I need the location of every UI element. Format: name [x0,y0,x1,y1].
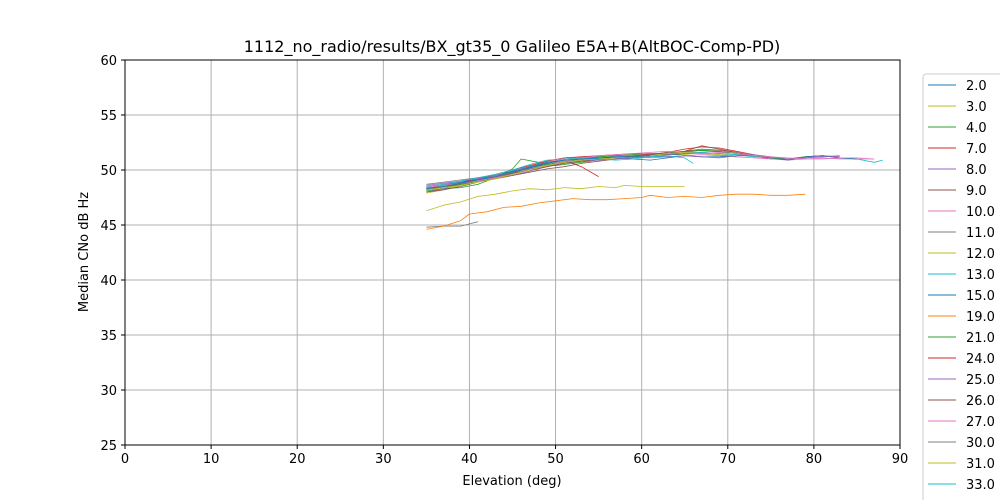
series-line-11.0 [426,221,479,228]
legend-label: 2.0 [966,79,987,94]
legend-label: 31.0 [966,457,995,472]
legend-label: 10.0 [966,205,995,220]
series-line-12.0 [426,184,685,212]
plot-area: 0 10 20 30 40 50 60 70 80 90 25 30 35 40 45 50 55 60 [100,54,908,467]
y-tick-label: 40 [100,274,117,289]
legend-label: 24.0 [966,352,995,367]
legend-label: 33.0 [966,478,995,493]
legend: 2.0 3.0 4.0 7.0 8.0 9.0 10.0 11.0 12.0 13.0 15.0 19… [922,73,1000,500]
series-line-31.0 [426,151,737,191]
y-axis-ticks: 25 30 35 40 45 50 55 60 [100,54,125,454]
legend-label: 21.0 [966,331,995,346]
plot-frame [124,59,901,446]
y-tick-label: 55 [100,109,117,124]
x-tick-label: 30 [375,452,392,467]
x-tick-label: 70 [720,452,737,467]
series-lines [426,145,883,230]
legend-label: 11.0 [966,226,995,241]
legend-label: 25.0 [966,373,995,388]
series-line-27.0 [426,150,875,188]
chart-title: 1112_no_radio/results/BX_gt35_0 Galileo … [244,37,781,57]
series-line-19.0 [426,193,806,230]
y-tick-label: 45 [100,219,117,234]
legend-label: 12.0 [966,247,995,262]
y-axis-label: Median CNo dB Hz [77,192,92,312]
legend-label: 26.0 [966,394,995,409]
x-tick-label: 80 [806,452,823,467]
legend-frame [922,73,1000,500]
x-tick-label: 50 [547,452,564,467]
legend-label: 9.0 [966,184,987,199]
y-tick-label: 60 [100,54,117,69]
x-tick-label: 40 [461,452,478,467]
x-tick-label: 60 [633,452,650,467]
y-tick-label: 50 [100,164,117,179]
x-tick-label: 10 [203,452,220,467]
legend-label: 15.0 [966,289,995,304]
x-tick-label: 90 [892,452,909,467]
x-tick-label: 20 [289,452,306,467]
legend-label: 30.0 [966,436,995,451]
x-tick-label: 0 [121,452,129,467]
legend-label: 27.0 [966,415,995,430]
y-tick-label: 25 [100,439,117,454]
x-axis-ticks: 0 10 20 30 40 50 60 70 80 90 [121,445,908,467]
legend-label: 19.0 [966,310,995,325]
legend-label: 3.0 [966,100,987,115]
legend-items: 2.0 3.0 4.0 7.0 8.0 9.0 10.0 11.0 12.0 13.0 15.0 19… [928,79,995,500]
legend-label: 8.0 [966,163,987,178]
y-tick-label: 35 [100,329,117,344]
legend-label: 7.0 [966,142,987,157]
series-line-34.0 [426,155,651,190]
legend-label: 4.0 [966,121,987,136]
x-axis-label: Elevation (deg) [462,474,561,489]
series-line-33.0 [426,155,694,187]
legend-label: 13.0 [966,268,995,283]
y-tick-label: 30 [100,384,117,399]
